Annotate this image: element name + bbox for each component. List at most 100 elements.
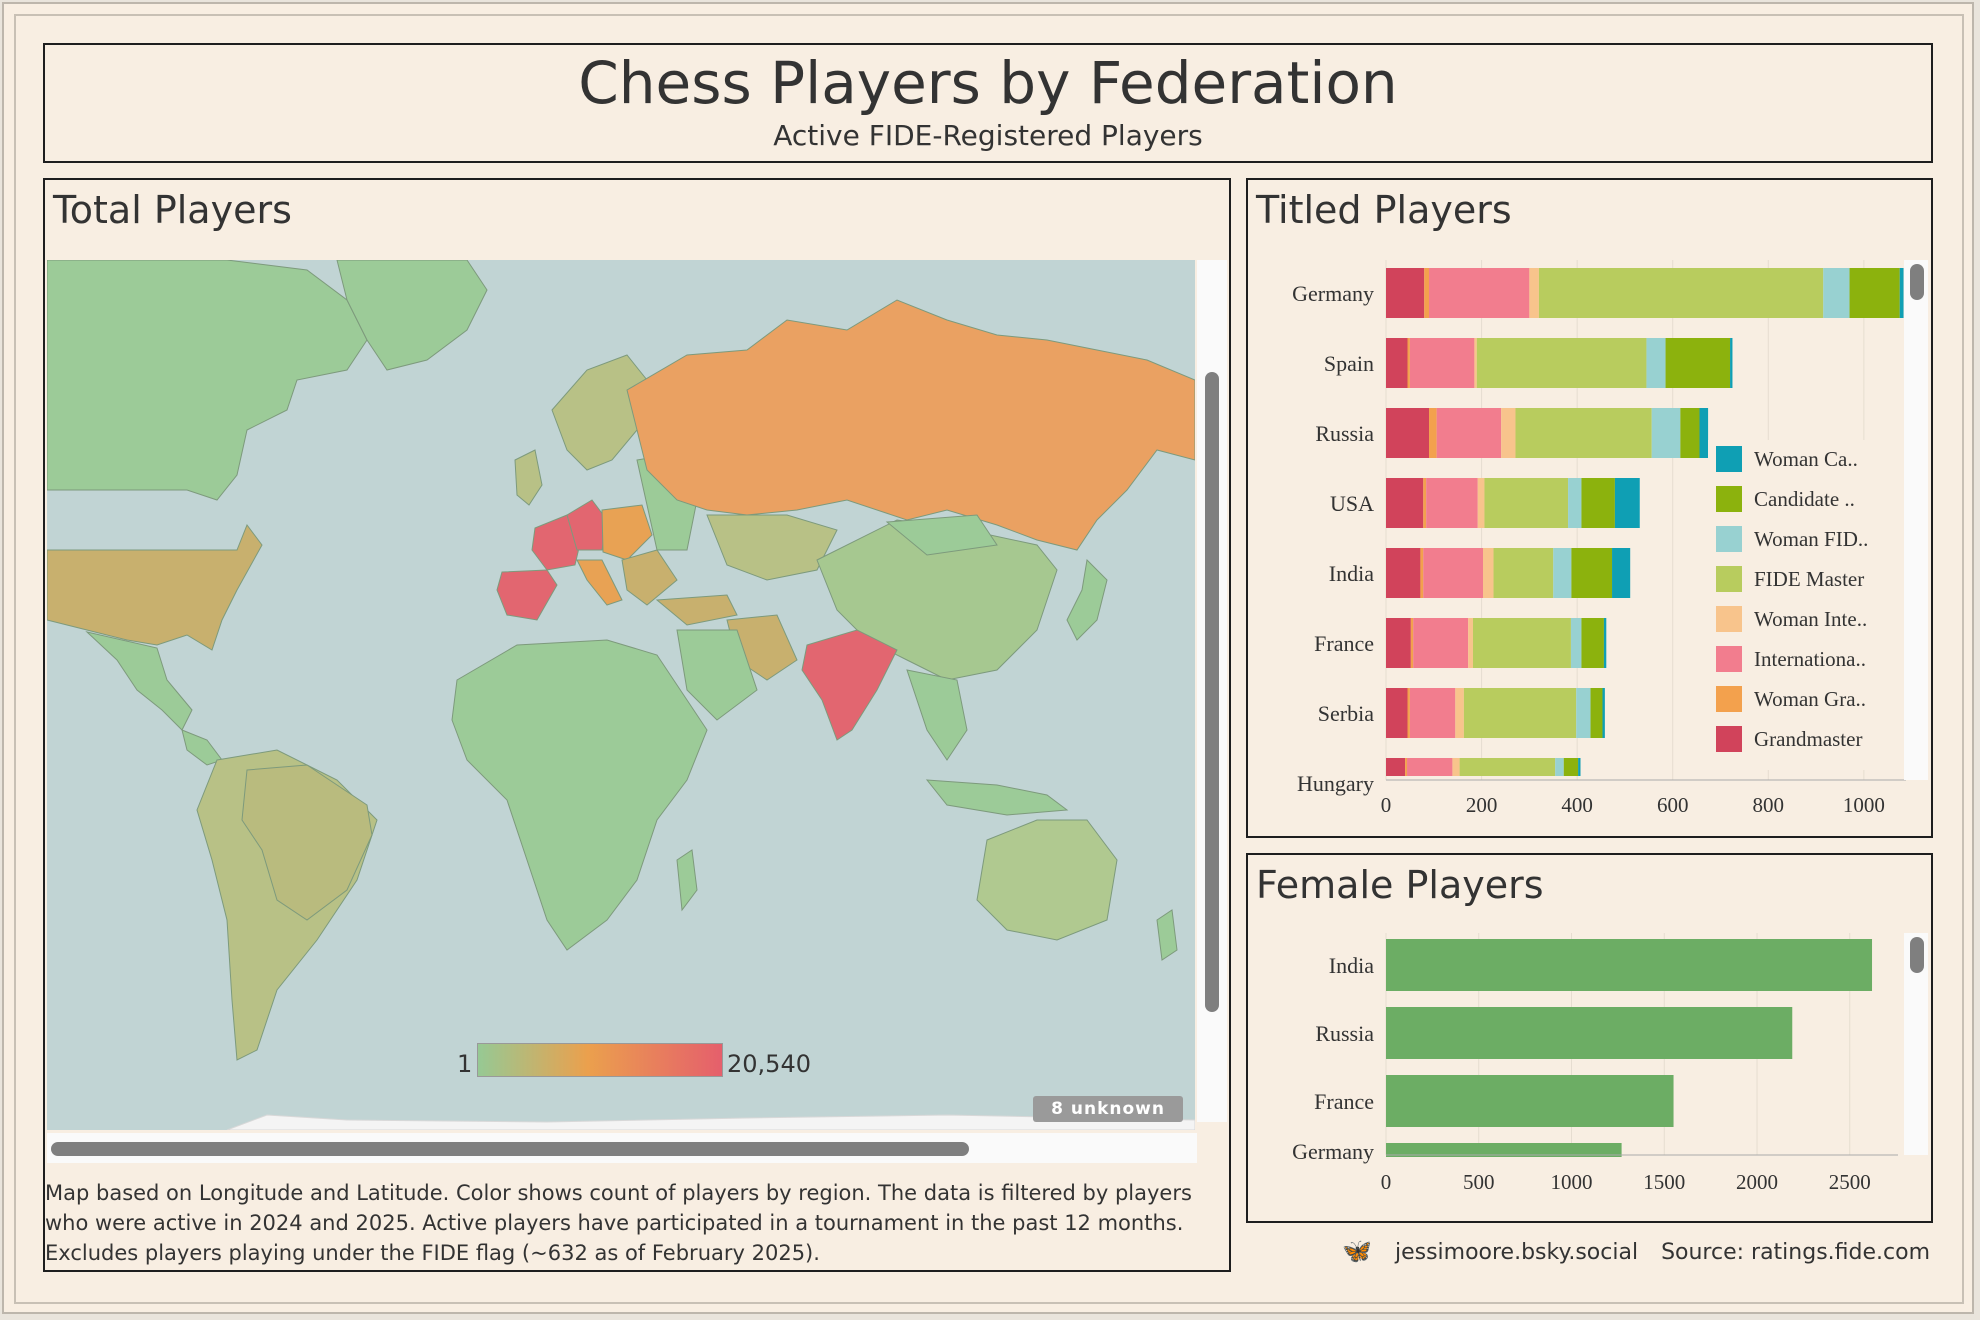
titled-bar-germany-woman-inte [1529,268,1539,318]
titled-bar-usa-fide-master [1484,478,1569,528]
region-greenland[interactable] [336,260,488,371]
region-middle-east[interactable] [676,629,758,721]
female-category-label: Germany [1292,1139,1374,1164]
color-legend-min: 1 [457,1050,473,1078]
titled-category-label: Russia [1315,421,1374,446]
titled-bar-usa-woman-fid [1568,478,1582,528]
map-note: Map based on Longitude and Latitude. Col… [45,1178,1230,1268]
region-central-europe[interactable] [601,504,653,561]
titled-category-label: Serbia [1318,701,1374,726]
female-x-tick-label: 0 [1381,1170,1392,1194]
titled-scroll-track [1904,260,1928,780]
region-madagascar[interactable] [676,849,698,912]
titled-bar-germany-candidate [1849,268,1900,318]
region-turkey[interactable] [655,594,738,626]
titled-legend-swatch [1716,686,1742,712]
female-category-label: France [1314,1089,1374,1114]
region-india[interactable] [801,629,898,741]
titled-bar-usa-woman-gra [1423,478,1427,528]
region-mongolia[interactable] [885,514,998,556]
titled-bar-hungary-candidate [1563,758,1579,776]
map-vertical-scrollbar[interactable] [1205,372,1219,1012]
titled-x-tick-label: 200 [1466,793,1498,817]
female-x-tick-label: 1000 [1551,1170,1593,1194]
titled-x-tick-label: 1000 [1843,793,1885,817]
titled-bar-hungary-woman-gra [1405,758,1408,776]
dashboard-inner-border [14,14,1964,1304]
female-bar-germany [1386,1143,1622,1157]
female-bar-france [1386,1075,1674,1127]
titled-category-label: USA [1330,491,1374,516]
region-brazil[interactable] [241,764,373,921]
titled-x-tick-label: 800 [1753,793,1785,817]
titled-category-label: Germany [1292,281,1374,306]
footer-social[interactable]: jessimoore.bsky.social [1394,1240,1639,1265]
region-antarctica[interactable] [226,1114,1195,1130]
unknown-badge[interactable]: 8 unknown [1033,1096,1183,1122]
region-indonesia[interactable] [925,779,1069,816]
female-scrollbar [1910,937,1924,973]
titled-category-label: Hungary [1297,771,1374,796]
region-uk[interactable] [514,449,543,506]
region-africa[interactable] [451,639,708,951]
region-spain[interactable] [496,569,558,621]
region-central-america[interactable] [181,729,223,766]
region-kazakhstan[interactable] [706,514,838,581]
titled-bar-russia-woman-gra [1429,408,1437,458]
world-map[interactable]: 1 20,540 8 unknown [47,260,1195,1130]
region-usa[interactable] [47,523,263,651]
titled-bar-serbia-internationa [1409,688,1456,738]
titled-legend-swatch [1716,566,1742,592]
titled-bar-france-fide-master [1472,618,1571,668]
footer-source[interactable]: Source: ratings.fide.com [1661,1240,1930,1265]
female-x-tick-label: 2500 [1829,1170,1871,1194]
titled-bar-france-woman-inte [1468,618,1473,668]
region-mexico[interactable] [85,631,193,731]
titled-bar-spain-woman-inte [1474,338,1477,388]
titled-legend-label: Internationa.. [1754,647,1866,671]
titled-bar-serbia-woman-ca [1602,688,1605,738]
region-japan[interactable] [1066,558,1108,641]
map-horizontal-scrollbar[interactable] [51,1142,969,1156]
region-canada[interactable] [47,260,368,501]
region-australia[interactable] [976,819,1118,941]
titled-legend-swatch [1716,646,1742,672]
titled-legend-swatch [1716,726,1742,752]
titled-bar-hungary-woman-ca [1578,758,1581,776]
titled-players-panel: Titled Players Germany Spain Russia USA Indi… [1246,178,1933,838]
region-italy[interactable] [576,559,623,606]
titled-bar-usa-internationa [1426,478,1478,528]
female-x-tick-label: 2000 [1736,1170,1778,1194]
titled-legend-label: Grandmaster [1754,727,1862,751]
titled-bar-serbia-woman-inte [1455,688,1464,738]
region-southeast-asia[interactable] [906,669,968,761]
region-russia[interactable] [626,299,1195,551]
titled-bar-india-woman-fid [1553,548,1572,598]
titled-bar-serbia-fide-master [1463,688,1577,738]
titled-legend-swatch [1716,486,1742,512]
titled-bar-russia-fide-master [1515,408,1652,458]
color-legend-bar [477,1043,723,1077]
titled-bar-serbia-candidate [1590,688,1603,738]
titled-legend-label: FIDE Master [1754,567,1864,591]
titled-category-label: France [1314,631,1374,656]
region-new-zealand[interactable] [1156,909,1178,961]
titled-legend-label: Woman Ca.. [1754,447,1858,471]
titled-x-tick-label: 600 [1657,793,1689,817]
titled-bar-russia-woman-ca [1699,408,1709,458]
titled-bar-hungary-woman-fid [1555,758,1564,776]
titled-bar-india-woman-ca [1612,548,1631,598]
region-balkans[interactable] [621,549,678,606]
titled-bar-india-candidate [1571,548,1613,598]
titled-legend-swatch [1716,446,1742,472]
map-panel-title: Total Players [53,188,292,232]
map-note-line-3: Excludes players playing under the FIDE … [45,1241,820,1265]
titled-bar-russia-candidate [1680,408,1700,458]
titled-bar-france-candidate [1581,618,1604,668]
titled-bar-india-woman-inte [1483,548,1494,598]
titled-bar-spain-woman-gra [1407,338,1410,388]
color-legend-max: 20,540 [727,1050,811,1078]
titled-bar-india-grandmaster [1386,548,1421,598]
female-category-label: India [1329,953,1374,978]
titled-legend-label: Woman FID.. [1754,527,1868,551]
